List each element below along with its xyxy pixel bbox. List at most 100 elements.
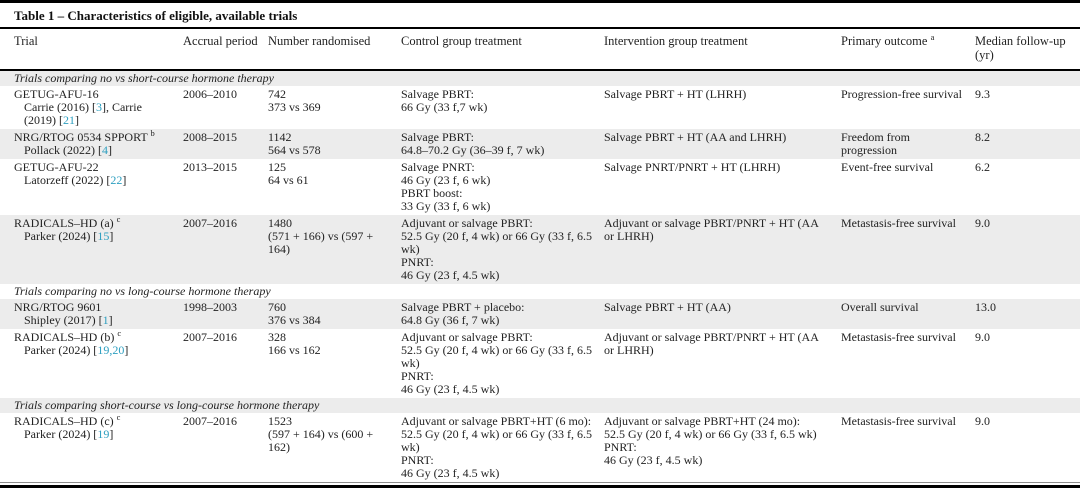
- trial-name-text: RADICALS–HD (b): [14, 330, 115, 344]
- number-randomised-cell: 125 64 vs 61: [268, 160, 309, 187]
- col-header-label: Primary outcome: [841, 34, 928, 48]
- trial-name-text: GETUG-AFU-16: [14, 87, 99, 101]
- median-followup-cell: 6.2: [975, 160, 990, 174]
- citation-link[interactable]: 19,20: [97, 343, 125, 357]
- trial-citation: Shipley (2017) [1]: [14, 314, 173, 327]
- accrual-period-cell: 2007–2016: [183, 216, 237, 230]
- number-randomised-cell: 760 376 vs 384: [268, 300, 321, 327]
- control-treatment-cell: Salvage PBRT: 64.8–70.2 Gy (36–39 f, 7 w…: [401, 130, 545, 157]
- trial-citation: Parker (2024) [19]: [14, 428, 173, 441]
- median-followup-cell: 13.0: [975, 300, 996, 314]
- bottom-rule: [0, 482, 1080, 488]
- trial-name-text: NRG/RTOG 0534 SPPORT: [14, 130, 148, 144]
- intervention-treatment-cell: Salvage PBRT + HT (AA and LHRH): [604, 130, 787, 144]
- trial-row: RADICALS–HD (a) c Parker (2024) [15] 2007–…: [0, 215, 1080, 284]
- footnote-marker: b: [150, 128, 155, 138]
- primary-outcome-cell: Freedom from progression: [841, 130, 910, 157]
- trial-cell: GETUG-AFU-16 Carrie (2016) [3], Carrie (2…: [0, 86, 183, 129]
- footnote-marker: c: [116, 412, 121, 422]
- trial-name-text: GETUG-AFU-22: [14, 160, 99, 174]
- citation-text: Parker (2024) [: [24, 229, 98, 243]
- citation-link[interactable]: 4: [101, 143, 108, 157]
- col-header-4: Control group treatment: [401, 29, 604, 71]
- trial-citation: Parker (2024) [19,20]: [14, 344, 173, 357]
- number-randomised-cell: 328 166 vs 162: [268, 330, 321, 357]
- citation-text: Carrie (2016) [: [24, 100, 96, 114]
- section-label: Trials comparing no vs long-course hormo…: [14, 284, 271, 298]
- primary-outcome-cell: Metastasis-free survival: [841, 414, 956, 428]
- citation-link[interactable]: 19: [97, 427, 110, 441]
- citation-text: ]: [122, 173, 127, 187]
- citation-link[interactable]: 22: [110, 173, 123, 187]
- trial-row: GETUG-AFU-16 Carrie (2016) [3], Carrie (2…: [0, 86, 1080, 129]
- intervention-treatment-cell: Adjuvant or salvage PBRT/PNRT + HT (AA o…: [604, 330, 819, 357]
- median-followup-cell: 9.0: [975, 216, 990, 230]
- number-randomised-cell: 1142 564 vs 578: [268, 130, 321, 157]
- citation-link[interactable]: 3: [95, 100, 102, 114]
- trial-cell: RADICALS–HD (c) c Parker (2024) [19]: [0, 413, 183, 482]
- col-header-5: Intervention group treatment: [604, 29, 841, 71]
- citation-link[interactable]: 1: [102, 313, 109, 327]
- trial-cell: RADICALS–HD (a) c Parker (2024) [15]: [0, 215, 183, 284]
- control-treatment-cell: Salvage PBRT + placebo: 64.8 Gy (36 f, 7…: [401, 300, 525, 327]
- trial-row: RADICALS–HD (c) c Parker (2024) [19] 2007–…: [0, 413, 1080, 482]
- intervention-treatment-cell: Adjuvant or salvage PBRT/PNRT + HT (AA o…: [604, 216, 819, 243]
- citation-text: ], Carrie (2019) [: [24, 100, 142, 127]
- trial-cell: NRG/RTOG 0534 SPPORT b Pollack (2022) [4]: [0, 129, 183, 159]
- trial-row: NRG/RTOG 9601 Shipley (2017) [1] 1998–2003…: [0, 299, 1080, 329]
- accrual-period-cell: 2006–2010: [183, 87, 237, 101]
- col-header-label: Number randomised: [268, 34, 371, 48]
- intervention-treatment-cell: Adjuvant or salvage PBRT+HT (24 mo): 52.…: [604, 414, 817, 467]
- citation-link[interactable]: 21: [63, 113, 75, 127]
- primary-outcome-cell: Progression-free survival: [841, 87, 962, 101]
- citation-text: ]: [75, 113, 79, 127]
- median-followup-cell: 9.0: [975, 330, 990, 344]
- number-randomised-cell: 1523 (597 + 164) vs (600 + 162): [268, 414, 374, 454]
- trial-cell: RADICALS–HD (b) c Parker (2024) [19,20]: [0, 329, 183, 398]
- citation-text: Latorzeff (2022) [: [24, 173, 111, 187]
- median-followup-cell: 9.3: [975, 87, 990, 101]
- control-treatment-cell: Adjuvant or salvage PBRT: 52.5 Gy (20 f,…: [401, 330, 592, 396]
- header-row: Trial Accrual period Number randomised Cont…: [0, 29, 1080, 71]
- citation-text: ]: [109, 427, 114, 441]
- col-header-label: Trial: [14, 34, 38, 48]
- number-randomised-cell: 742 373 vs 369: [268, 87, 321, 114]
- trial-citation: Carrie (2016) [3], Carrie (2019) [21]: [14, 101, 173, 127]
- trial-name-text: RADICALS–HD (c): [14, 414, 114, 428]
- trial-name-text: RADICALS–HD (a): [14, 216, 114, 230]
- accrual-period-cell: 2008–2015: [183, 130, 237, 144]
- trial-name-text: NRG/RTOG 9601: [14, 300, 102, 314]
- section-row: Trials comparing no vs long-course hormo…: [0, 284, 1080, 299]
- footnote-marker: c: [116, 214, 121, 224]
- trial-cell: NRG/RTOG 9601 Shipley (2017) [1]: [0, 299, 183, 329]
- trial-row: NRG/RTOG 0534 SPPORT b Pollack (2022) [4]…: [0, 129, 1080, 159]
- col-header-1: Trial: [0, 29, 183, 71]
- control-treatment-cell: Adjuvant or salvage PBRT: 52.5 Gy (20 f,…: [401, 216, 592, 282]
- median-followup-cell: 9.0: [975, 414, 990, 428]
- citation-text: ]: [124, 343, 129, 357]
- citation-text: Pollack (2022) [: [24, 143, 102, 157]
- trial-cell: GETUG-AFU-22 Latorzeff (2022) [22]: [0, 159, 183, 215]
- median-followup-cell: 8.2: [975, 130, 990, 144]
- col-header-6: Primary outcome a: [841, 29, 975, 71]
- trials-table: Trial Accrual period Number randomised Cont…: [0, 29, 1080, 482]
- accrual-period-cell: 1998–2003: [183, 300, 237, 314]
- trial-row: GETUG-AFU-22 Latorzeff (2022) [22] 2013–20…: [0, 159, 1080, 215]
- control-treatment-cell: Salvage PNRT: 46 Gy (23 f, 6 wk) PBRT bo…: [401, 160, 491, 213]
- table-title: Table 1 – Characteristics of eligible, a…: [0, 3, 1080, 29]
- citation-link[interactable]: 15: [97, 229, 110, 243]
- trial-name: RADICALS–HD (a) c: [14, 214, 173, 230]
- trial-citation: Parker (2024) [15]: [14, 230, 173, 243]
- trial-row: RADICALS–HD (b) c Parker (2024) [19,20] 20…: [0, 329, 1080, 398]
- accrual-period-cell: 2013–2015: [183, 160, 237, 174]
- citation-text: ]: [107, 143, 112, 157]
- trial-name: GETUG-AFU-16: [14, 88, 173, 101]
- accrual-period-cell: 2007–2016: [183, 414, 237, 428]
- control-treatment-cell: Adjuvant or salvage PBRT+HT (6 mo): 52.5…: [401, 414, 592, 480]
- citation-text: Parker (2024) [: [24, 343, 98, 357]
- control-treatment-cell: Salvage PBRT: 66 Gy (33 f,7 wk): [401, 87, 488, 114]
- primary-outcome-cell: Overall survival: [841, 300, 919, 314]
- primary-outcome-cell: Metastasis-free survival: [841, 330, 956, 344]
- number-randomised-cell: 1480 (571 + 166) vs (597 + 164): [268, 216, 374, 256]
- col-header-label: Intervention group treatment: [604, 34, 748, 48]
